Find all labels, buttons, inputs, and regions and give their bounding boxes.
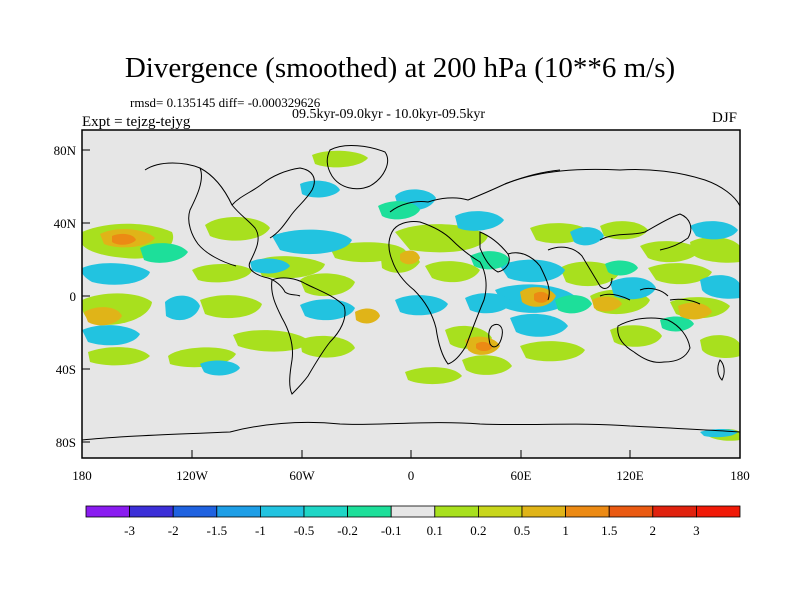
colorbar-label: -2 (168, 523, 179, 538)
chart-title: Divergence (smoothed) at 200 hPa (10**6 … (124, 52, 676, 84)
coastlines (82, 145, 740, 441)
colorbar-swatch (129, 505, 174, 518)
colorbar-label: 3 (693, 523, 700, 538)
lon-label-60e: 60E (511, 468, 532, 483)
lon-label-180e: 180 (730, 468, 750, 483)
colorbar-swatch (259, 505, 305, 518)
latitude-axis: 80N 40N 0 40S 80S (54, 143, 90, 450)
colorbar-label: 0.2 (470, 523, 486, 538)
colorbar-swatch (477, 505, 523, 518)
colorbar-swatch (390, 505, 436, 518)
negative-divergence-regions (82, 180, 740, 438)
lat-label-0: 0 (70, 289, 77, 304)
lat-label-80n: 80N (54, 143, 77, 158)
colorbar-swatch (303, 505, 348, 518)
colorbar-swatch (696, 505, 741, 518)
colorbar-label: 0.5 (514, 523, 530, 538)
colorbar-swatch (565, 505, 610, 518)
strong-positive-regions (112, 233, 550, 351)
colorbar-label: 1 (562, 523, 569, 538)
colorbar-label: -1.5 (207, 523, 228, 538)
colorbar-label: 1.5 (601, 523, 617, 538)
colorbar-swatch (652, 505, 697, 518)
colorbar-swatch (216, 505, 261, 518)
colorbar-label: -0.2 (337, 523, 358, 538)
colorbar: -3 -2 -1.5 -1 -0.5 -0.2 -0.1 0.1 0.2 0.5 1 1.5 2 3 (85, 505, 741, 538)
experiment-label: Expt = tejzg-tejyg (82, 114, 191, 130)
longitude-axis: 180 120W 60W 0 60E 120E 180 (72, 450, 750, 483)
colorbar-swatch (608, 505, 654, 518)
season-label: DJF (712, 110, 738, 126)
weak-negative-regions (140, 201, 694, 332)
lon-label-120w: 120W (176, 468, 209, 483)
lon-label-60w: 60W (289, 468, 315, 483)
colorbar-swatch (521, 505, 566, 518)
colorbar-swatch (85, 505, 130, 518)
lat-label-80s: 80S (56, 435, 76, 450)
colorbar-label: -1 (255, 523, 266, 538)
colorbar-label: 2 (650, 523, 657, 538)
colorbar-swatch (172, 505, 218, 518)
colorbar-swatch (347, 505, 392, 518)
lon-label-180w: 180 (72, 468, 92, 483)
colorbar-label: -3 (124, 523, 135, 538)
rmsd-diff-stats: rmsd= 0.135145 diff= -0.000329626 (130, 95, 321, 110)
lon-label-0: 0 (408, 468, 415, 483)
colorbar-label: -0.1 (381, 523, 402, 538)
colorbar-label: 0.1 (427, 523, 443, 538)
period-label: 09.5kyr-09.0kyr - 10.0kyr-09.5kyr (292, 107, 486, 122)
divergence-field (82, 150, 740, 441)
lat-label-40n: 40N (54, 216, 77, 231)
lat-label-40s: 40S (56, 362, 76, 377)
colorbar-swatch (434, 505, 479, 518)
colorbar-label: -0.5 (294, 523, 315, 538)
lon-label-120e: 120E (616, 468, 644, 483)
